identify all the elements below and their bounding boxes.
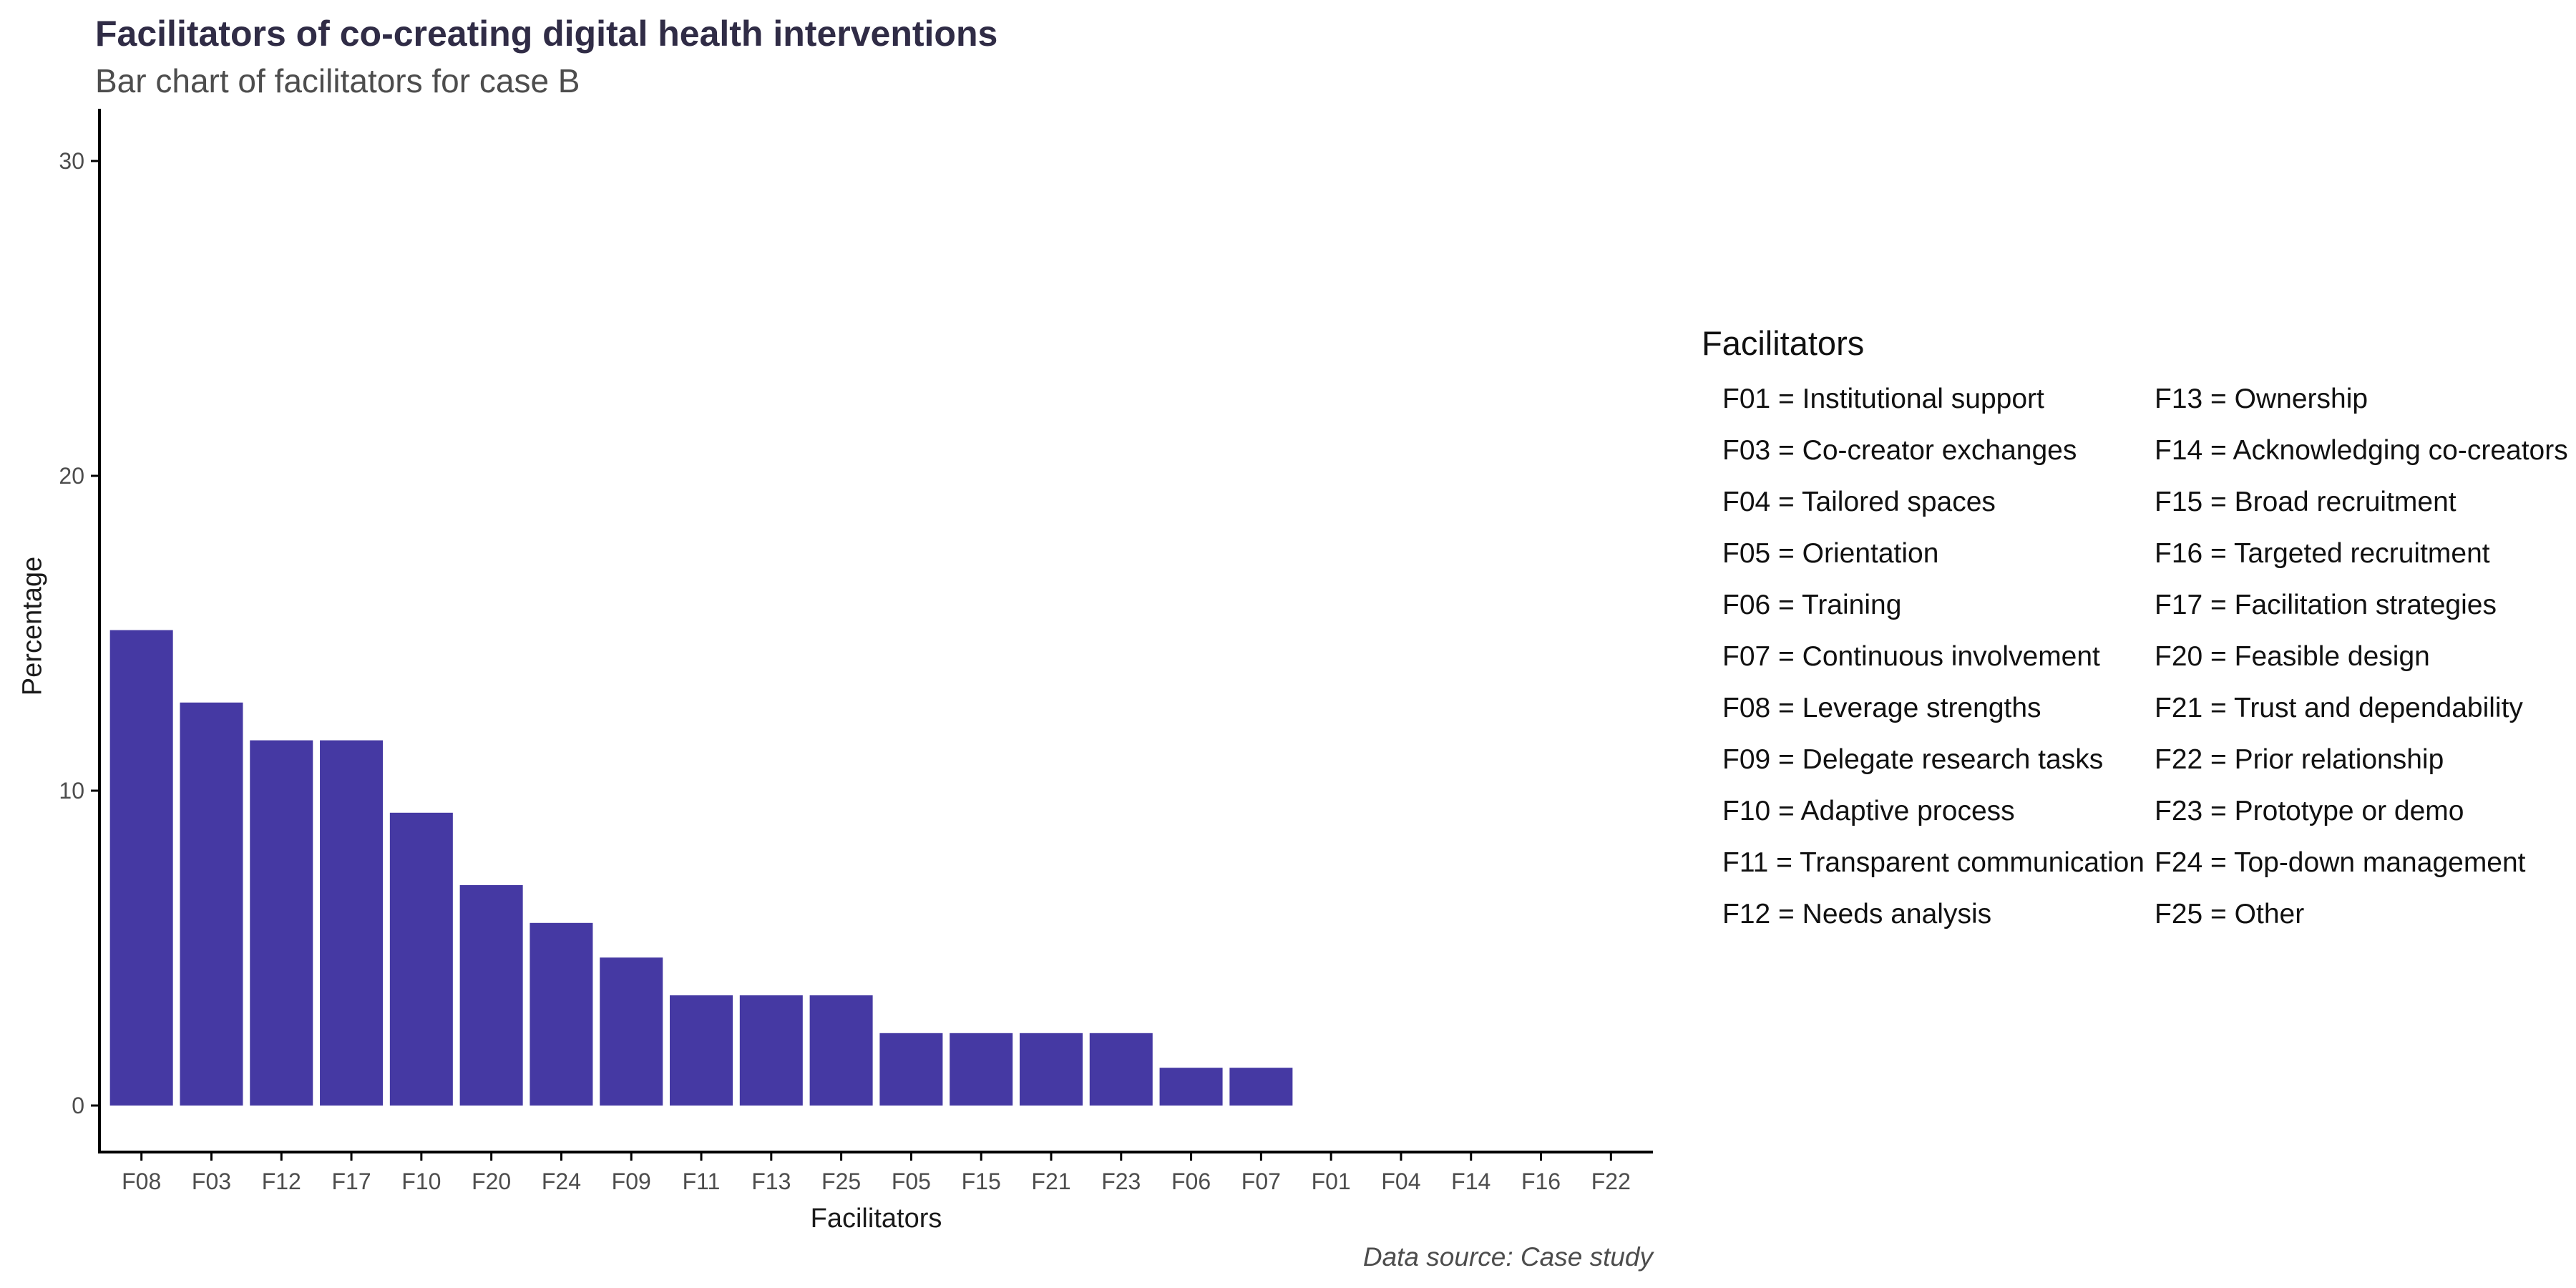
x-tick-label-F20: F20 — [472, 1169, 511, 1194]
legend-item-F08: F08 = Leverage strengths — [1722, 693, 2041, 723]
legend-item-F23: F23 = Prototype or demo — [2155, 796, 2464, 826]
x-tick-label-F23: F23 — [1101, 1169, 1141, 1194]
legend-item-F10: F10 = Adaptive process — [1722, 796, 2015, 826]
legend-columns: F01 = Institutional support F03 = Co-crea… — [1722, 374, 2568, 940]
legend-item-F22: F22 = Prior relationship — [2155, 744, 2444, 775]
x-tick-label-F09: F09 — [612, 1169, 651, 1194]
x-axis-title: Facilitators — [810, 1204, 942, 1234]
legend-title: Facilitators — [1702, 324, 1865, 362]
bar-F13 — [739, 995, 803, 1106]
bar-F10 — [389, 812, 453, 1106]
chart-title: Facilitators of co-creating digital heal… — [95, 14, 998, 54]
legend-item-F17: F17 = Facilitation strategies — [2155, 590, 2497, 620]
bar-F20 — [459, 885, 523, 1106]
legend-item-F09: F09 = Delegate research tasks — [1722, 744, 2104, 775]
x-tick-label-F25: F25 — [821, 1169, 861, 1194]
legend-item-F04: F04 = Tailored spaces — [1722, 487, 1996, 517]
bar-F25 — [809, 995, 873, 1106]
x-tick-label-F07: F07 — [1241, 1169, 1281, 1194]
x-tick-label-F12: F12 — [262, 1169, 301, 1194]
legend-item-F16: F16 = Targeted recruitment — [2155, 538, 2490, 569]
facilitators-legend: Facilitators F01 = Institutional support… — [1702, 326, 2568, 940]
x-tick-label-F14: F14 — [1451, 1169, 1491, 1194]
x-tick-label-F10: F10 — [401, 1169, 441, 1194]
bar-F24 — [530, 922, 593, 1106]
legend-item-F01: F01 = Institutional support — [1722, 384, 2044, 414]
legend-item-F15: F15 = Broad recruitment — [2155, 487, 2457, 517]
bar-F05 — [879, 1033, 943, 1106]
legend-item-F06: F06 = Training — [1722, 590, 1902, 620]
legend-item-F20: F20 = Feasible design — [2155, 641, 2430, 672]
bar-F17 — [320, 740, 384, 1106]
y-tick-label-10: 10 — [59, 778, 84, 804]
bar-F11 — [670, 995, 733, 1106]
bar-F06 — [1159, 1068, 1223, 1106]
legend-item-F07: F07 = Continuous involvement — [1722, 641, 2100, 672]
bar-F15 — [950, 1033, 1013, 1106]
legend-item-F05: F05 = Orientation — [1722, 538, 1939, 569]
x-tick-label-F13: F13 — [751, 1169, 791, 1194]
legend-item-F21: F21 = Trust and dependability — [2155, 693, 2523, 723]
x-tick-label-F01: F01 — [1312, 1169, 1351, 1194]
y-tick-label-20: 20 — [59, 463, 84, 489]
bar-F03 — [180, 702, 243, 1106]
x-tick-label-F21: F21 — [1031, 1169, 1070, 1194]
legend-column-2: F13 = Ownership F14 = Acknowledging co-cr… — [2155, 374, 2568, 940]
bar-F21 — [1019, 1033, 1083, 1106]
chart-subtitle: Bar chart of facilitators for case B — [95, 62, 580, 99]
x-tick-label-F06: F06 — [1171, 1169, 1211, 1194]
legend-item-F25: F25 = Other — [2155, 899, 2305, 930]
x-tick-label-F15: F15 — [962, 1169, 1001, 1194]
y-tick-label-0: 0 — [72, 1093, 84, 1118]
x-tick-label-F03: F03 — [192, 1169, 231, 1194]
bar-F12 — [250, 740, 313, 1106]
x-tick-label-F08: F08 — [122, 1169, 161, 1194]
y-axis-title: Percentage — [17, 556, 48, 696]
legend-column-1: F01 = Institutional support F03 = Co-crea… — [1722, 374, 2155, 940]
x-tick-label-F24: F24 — [542, 1169, 581, 1194]
x-tick-label-F16: F16 — [1521, 1169, 1561, 1194]
x-tick-label-F22: F22 — [1591, 1169, 1631, 1194]
legend-item-F24: F24 = Top-down management — [2155, 847, 2526, 878]
x-tick-label-F11: F11 — [683, 1169, 721, 1194]
legend-item-F12: F12 = Needs analysis — [1722, 899, 1992, 930]
x-tick-label-F05: F05 — [892, 1169, 931, 1194]
data-source-caption: Data source: Case study — [1362, 1242, 1653, 1272]
x-tick-label-F04: F04 — [1381, 1169, 1420, 1194]
legend-item-F03: F03 = Co-creator exchanges — [1722, 435, 2077, 466]
y-tick-label-30: 30 — [59, 148, 84, 174]
legend-item-F11: F11 = Transparent communication — [1722, 847, 2145, 878]
bar-F09 — [600, 957, 663, 1106]
legend-item-F14: F14 = Acknowledging co-creators — [2155, 435, 2568, 466]
legend-item-F13: F13 = Ownership — [2155, 384, 2368, 414]
bar-F23 — [1089, 1033, 1153, 1106]
bar-F08 — [109, 630, 173, 1106]
bar-F07 — [1229, 1068, 1293, 1106]
x-tick-label-F17: F17 — [331, 1169, 371, 1194]
